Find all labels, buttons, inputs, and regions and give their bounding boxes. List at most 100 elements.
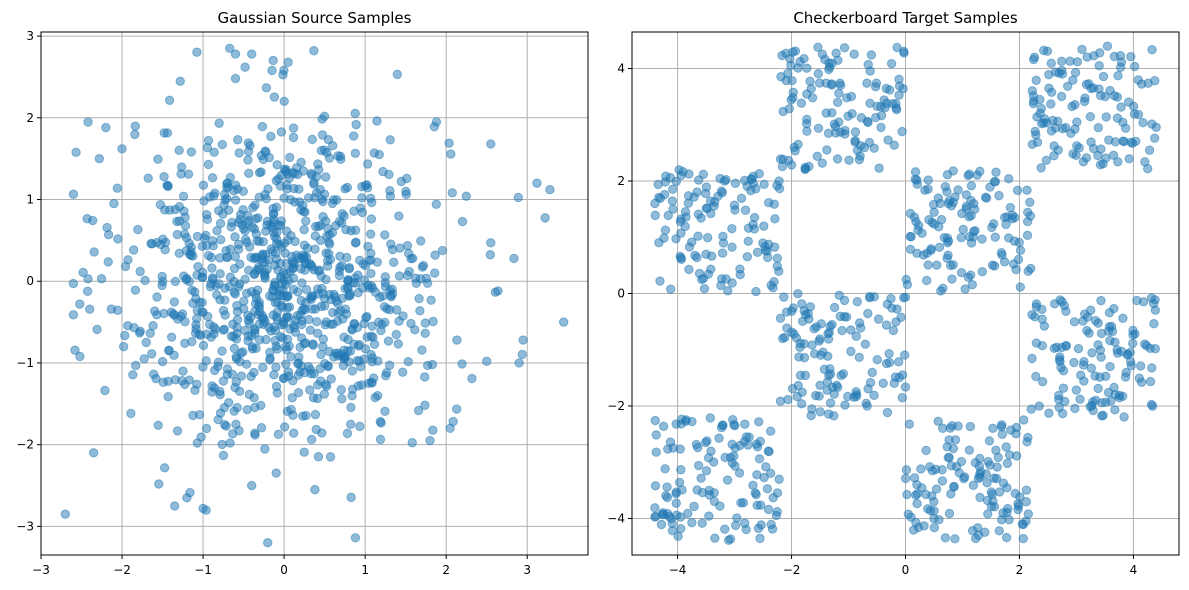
data-point [301,216,311,226]
data-point [256,253,267,264]
data-point [901,465,912,475]
data-point [909,473,920,483]
data-point [1067,101,1077,112]
data-point [327,141,338,151]
data-point [834,88,844,98]
data-point [989,176,1000,187]
data-point [272,160,282,170]
data-point [899,46,909,57]
data-point [261,194,271,204]
data-point [835,78,845,88]
data-point [212,226,222,236]
data-point [1124,154,1134,164]
data-point [675,444,685,454]
data-point [243,310,253,321]
data-point [92,324,102,335]
data-point [905,208,916,219]
data-point [1093,123,1104,133]
data-point [234,148,244,158]
points-checkerboard [650,41,1161,545]
data-point [318,212,328,222]
data-point [960,284,970,294]
data-point [347,384,358,394]
data-point [929,506,939,516]
data-point [302,243,313,253]
data-point [177,376,187,386]
data-point [269,214,279,225]
data-point [202,142,213,153]
data-point [923,184,933,194]
data-point [558,317,569,327]
data-point [413,405,424,416]
data-point [717,248,728,258]
data-point [337,394,347,404]
data-point [864,137,875,148]
data-point [260,146,270,156]
data-point [1027,353,1037,364]
data-point [988,423,998,433]
data-point [703,269,714,279]
data-point [342,428,353,439]
data-point [701,182,712,192]
data-point [928,199,939,210]
data-point [290,197,300,207]
data-point [912,248,922,259]
data-point [735,264,745,274]
data-point [1028,54,1039,65]
data-point [215,269,225,279]
data-point [727,458,737,468]
data-point [667,518,678,529]
data-point [209,322,219,332]
data-point [140,275,150,286]
data-point [755,500,766,510]
data-point [943,452,954,463]
data-point [902,489,912,500]
data-point [232,184,243,194]
data-point [321,172,331,182]
data-point [256,423,267,433]
data-point [305,325,316,335]
data-point [1062,81,1073,92]
data-point [998,508,1008,518]
data-point [281,345,292,355]
data-point [973,530,984,540]
data-point [166,332,177,342]
data-point [360,180,371,191]
data-point [1022,185,1032,195]
data-point [362,159,373,169]
data-point [1141,340,1152,351]
data-point [153,154,163,164]
data-point [765,468,776,479]
data-point [232,402,242,413]
data-point [367,378,377,388]
data-point [202,214,213,225]
data-point [989,261,1000,271]
data-point [279,422,290,432]
data-point [662,492,673,503]
data-point [1005,202,1016,213]
data-point [1098,71,1109,82]
data-point [1061,340,1071,351]
data-point [437,245,448,256]
data-point [788,87,798,98]
data-point [949,482,959,492]
data-point [865,291,875,302]
data-point [279,96,289,106]
data-point [926,245,936,256]
data-point [250,430,260,440]
data-point [825,398,836,408]
data-point [676,465,686,475]
data-point [1039,321,1050,331]
data-point [310,304,321,314]
data-point [244,242,255,252]
data-point [983,456,993,467]
data-point [429,122,440,132]
data-point [719,176,730,186]
chart-title-gaussian: Gaussian Source Samples [218,9,412,27]
data-point [723,286,733,296]
data-point [956,232,966,243]
x-tick-label: −2 [783,563,801,577]
data-point [273,174,284,184]
data-point [418,260,429,271]
data-point [1105,361,1115,372]
